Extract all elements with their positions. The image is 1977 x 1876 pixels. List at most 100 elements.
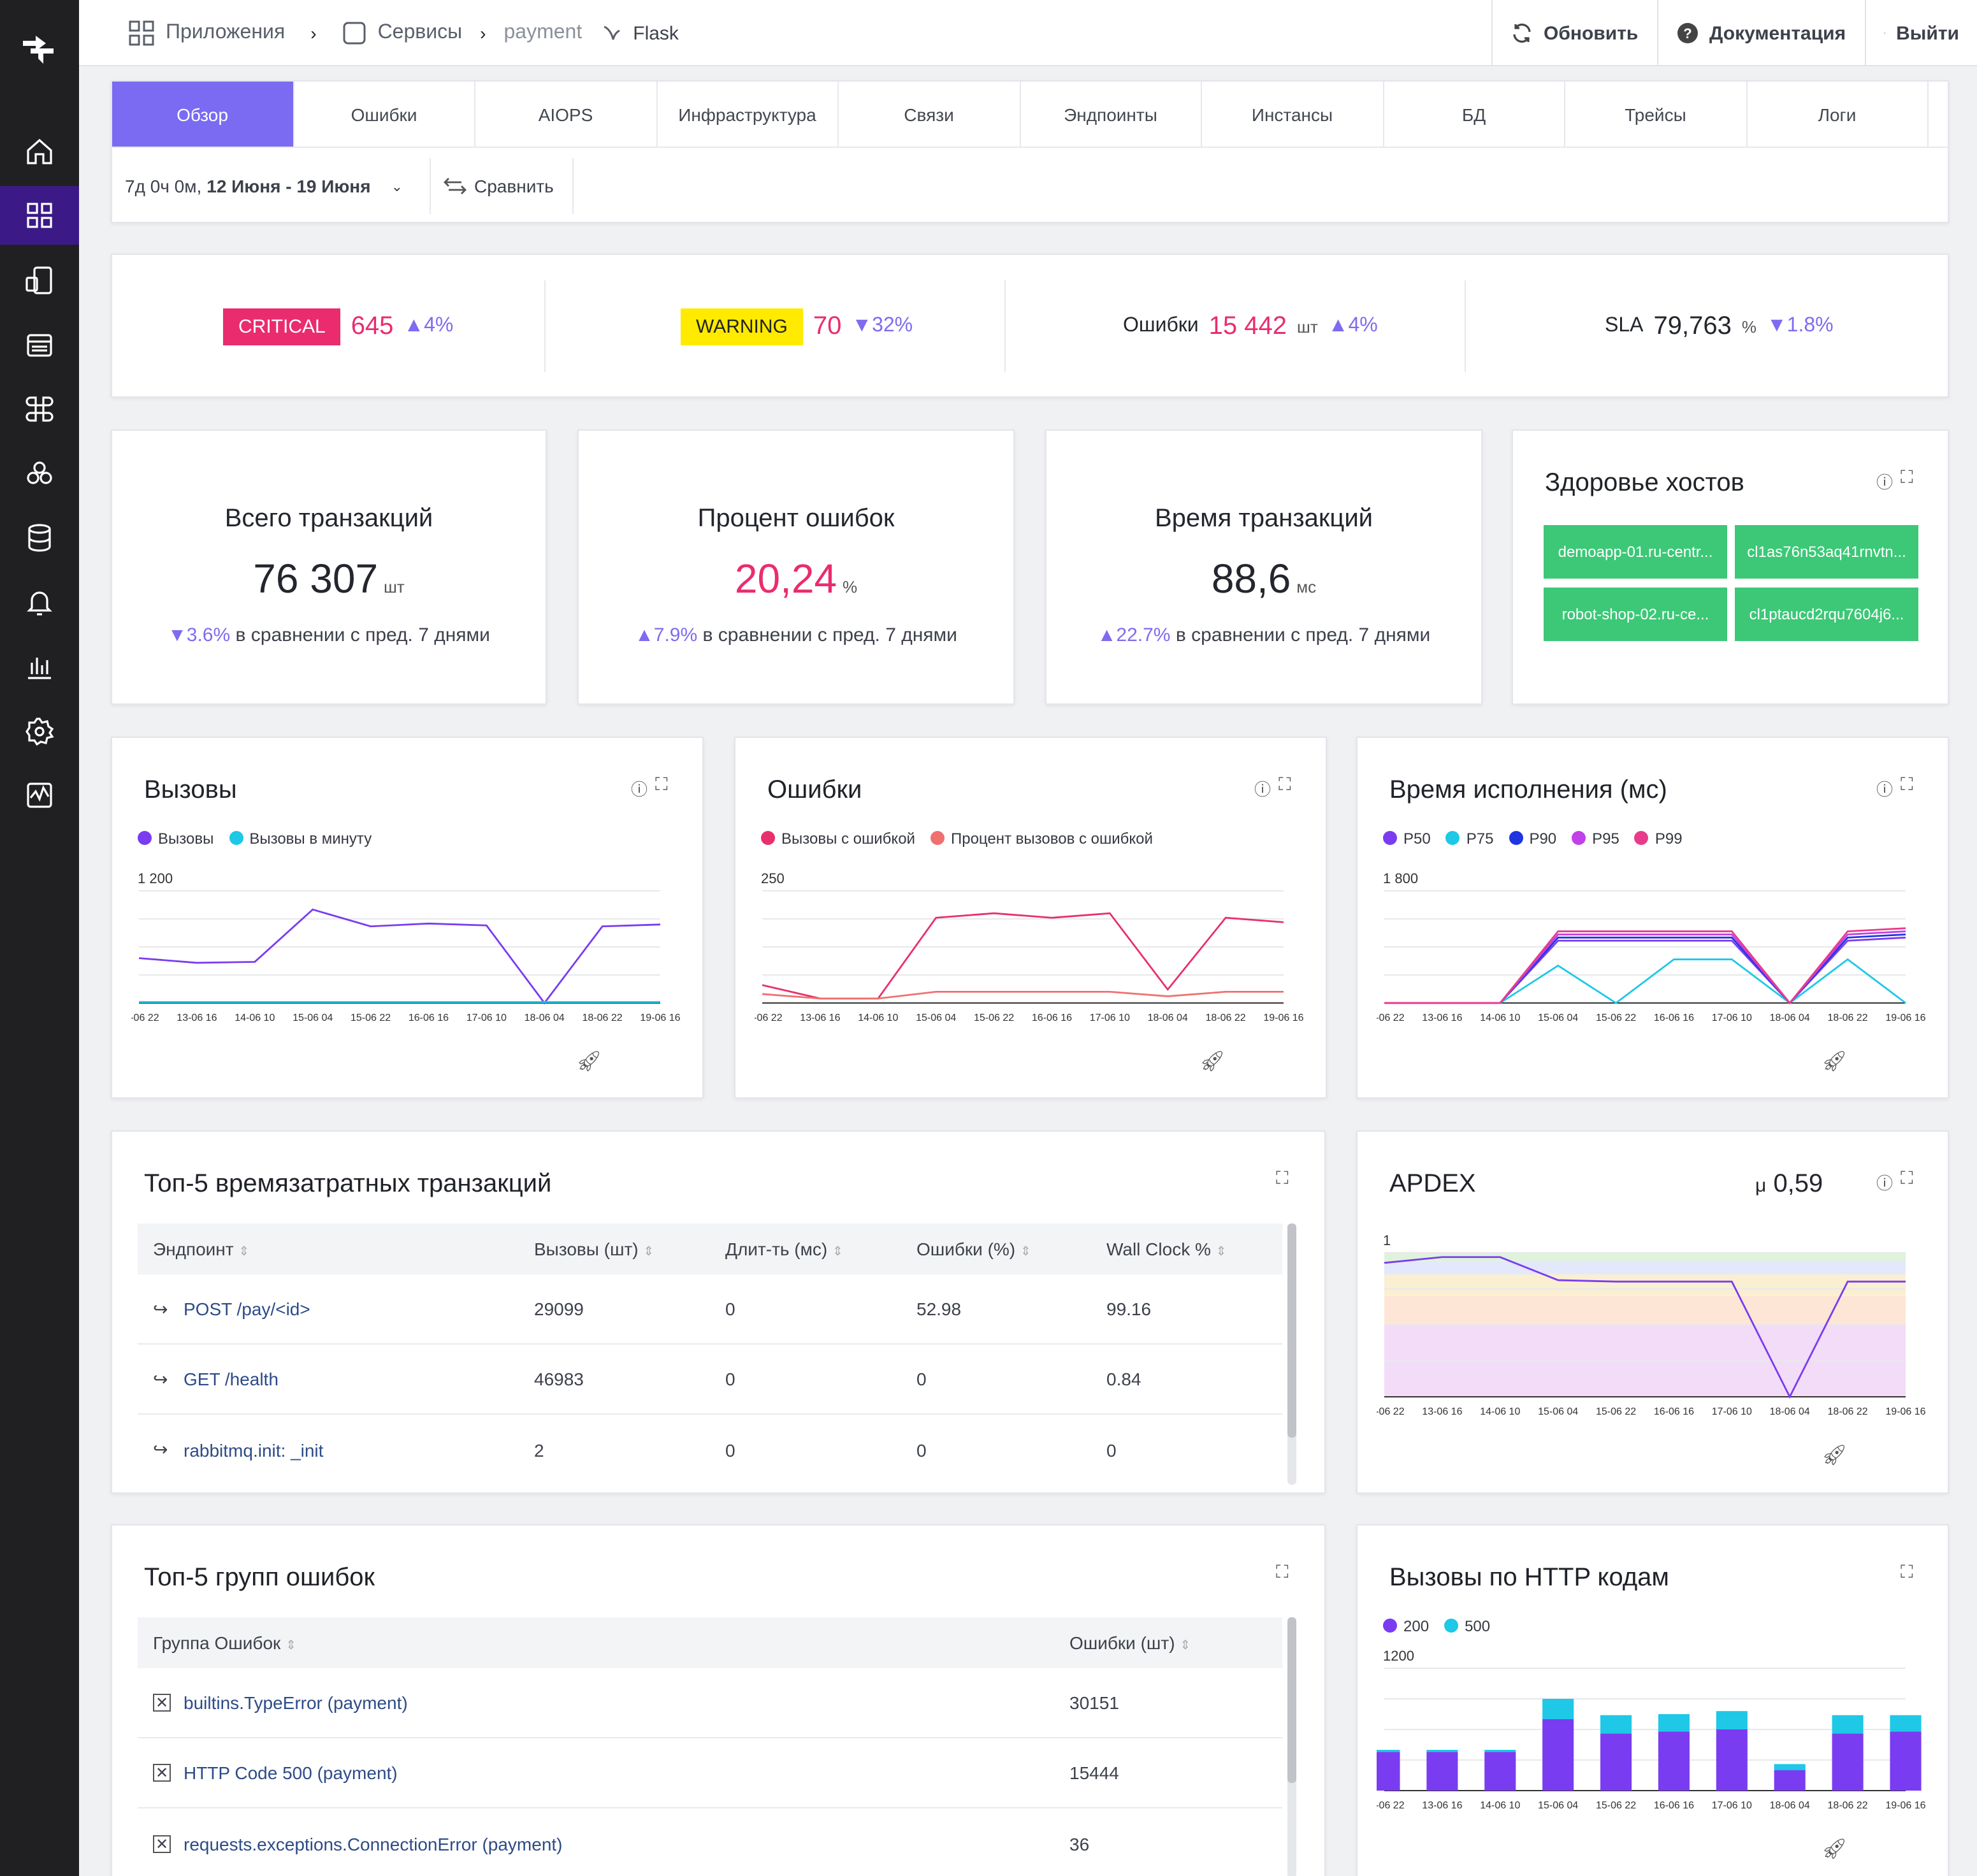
- docs-button[interactable]: ? Документация: [1657, 0, 1866, 66]
- legend-item[interactable]: 200: [1383, 1617, 1429, 1635]
- column-header[interactable]: Эндпоинт ⇕: [153, 1239, 250, 1259]
- sidebar-database-icon[interactable]: [0, 509, 79, 567]
- column-header[interactable]: Wall Clock % ⇕: [1106, 1239, 1227, 1259]
- warning-status[interactable]: WARNING 70 ▼32%: [681, 255, 913, 398]
- breadcrumb-services[interactable]: Сервисы: [377, 22, 463, 43]
- sidebar-stats-icon[interactable]: [0, 637, 79, 696]
- expand-icon[interactable]: ⛶: [1901, 1167, 1913, 1188]
- tab-9[interactable]: Логи: [1747, 82, 1929, 147]
- column-header[interactable]: Длит-ть (мс) ⇕: [725, 1239, 843, 1259]
- send-icon[interactable]: 🚀︎: [1199, 1051, 1226, 1073]
- sidebar: [0, 0, 79, 1876]
- series-line-P95: [1384, 930, 1906, 1005]
- legend-item[interactable]: 500: [1444, 1617, 1490, 1635]
- x-tick-label: 12-06 22: [755, 1013, 783, 1023]
- info-icon[interactable]: ⓘ: [1876, 1174, 1894, 1193]
- legend-item[interactable]: Вызовы: [138, 830, 214, 848]
- expand-icon[interactable]: ⛶: [1901, 466, 1913, 487]
- sidebar-modules-icon[interactable]: [0, 380, 79, 438]
- sidebar-cluster-icon[interactable]: [0, 445, 79, 503]
- sidebar-settings-icon[interactable]: [0, 702, 79, 761]
- host-tile[interactable]: cl1ptaucd2rqu7604j6...: [1735, 588, 1918, 641]
- send-icon[interactable]: 🚀︎: [576, 1051, 602, 1073]
- expand-icon[interactable]: ⛶: [1901, 1561, 1913, 1582]
- table-row[interactable]: ↪ rabbitmq.init: _init 2 0 0 0: [138, 1415, 1282, 1485]
- tab-0[interactable]: Обзор: [112, 82, 294, 147]
- table-row[interactable]: ✕ builtins.TypeError (payment) 30151: [138, 1668, 1282, 1738]
- bar-200: [1832, 1733, 1864, 1791]
- tab-8[interactable]: Трейсы: [1565, 82, 1747, 147]
- expand-icon[interactable]: ⛶: [1901, 774, 1913, 794]
- errors-status[interactable]: Ошибки 15 442 шт ▲4%: [1123, 255, 1378, 398]
- sidebar-logs-icon[interactable]: [0, 316, 79, 375]
- error-group-link[interactable]: HTTP Code 500 (payment): [184, 1763, 398, 1783]
- date-range-picker[interactable]: 7д 0ч 0м, 12 Июня - 19 Июня ⌄: [125, 158, 403, 214]
- logout-button[interactable]: Выйти: [1865, 0, 1977, 66]
- apdex-chart[interactable]: 1 12-06 22 13-06 16 14-06 10 15-06 04 15-06 2…: [1377, 1227, 1931, 1438]
- sidebar-devices-icon[interactable]: [0, 251, 79, 310]
- host-tile[interactable]: robot-shop-02.ru-ce...: [1544, 588, 1727, 641]
- time-compare: ▲22.7% в сравнении с пред. 7 днями: [1097, 624, 1431, 646]
- column-header[interactable]: Ошибки (шт) ⇕: [1069, 1633, 1191, 1653]
- tab-4[interactable]: Связи: [839, 82, 1020, 147]
- column-header[interactable]: Ошибки (%) ⇕: [916, 1239, 1031, 1259]
- refresh-button[interactable]: Обновить: [1491, 0, 1657, 66]
- scrollbar[interactable]: [1287, 1223, 1296, 1485]
- tab-3[interactable]: Инфраструктура: [657, 82, 839, 147]
- legend-item[interactable]: P99: [1634, 830, 1683, 848]
- http-codes-chart[interactable]: 1200 12-06 22 13-06 16 14-06 10 15-06 04 15-0…: [1377, 1643, 1931, 1831]
- send-icon[interactable]: 🚀︎: [1821, 1445, 1848, 1467]
- critical-status[interactable]: CRITICAL 645 ▲4%: [223, 255, 453, 398]
- table-row[interactable]: ✕ HTTP Code 500 (payment) 15444: [138, 1738, 1282, 1808]
- sidebar-apps-icon[interactable]: [0, 186, 79, 245]
- breadcrumb-service[interactable]: payment: [503, 22, 583, 43]
- info-icon[interactable]: ⓘ: [1254, 780, 1271, 799]
- table-row[interactable]: ✕ requests.exceptions.ConnectionError (p…: [138, 1808, 1282, 1876]
- tab-7[interactable]: БД: [1384, 82, 1565, 147]
- endpoint-link[interactable]: POST /pay/<id>: [184, 1299, 310, 1319]
- table-row[interactable]: ↪ POST /pay/<id> 29099 0 52.98 99.16: [138, 1274, 1282, 1345]
- error-group-link[interactable]: builtins.TypeError (payment): [184, 1692, 408, 1713]
- host-tile[interactable]: cl1as76n53aq41rnvtn...: [1735, 525, 1918, 579]
- compare-button[interactable]: Сравнить: [444, 158, 554, 214]
- expand-icon[interactable]: ⛶: [655, 774, 668, 794]
- column-header[interactable]: Группа Ошибок ⇕: [153, 1633, 296, 1653]
- info-icon[interactable]: ⓘ: [1876, 473, 1894, 492]
- info-icon[interactable]: ⓘ: [1876, 780, 1894, 799]
- legend-item[interactable]: Вызовы в минуту: [229, 830, 372, 848]
- table-row[interactable]: ↪ GET /health 46983 0 0 0.84: [138, 1345, 1282, 1415]
- expand-icon[interactable]: ⛶: [1276, 1561, 1289, 1582]
- legend-item[interactable]: Вызовы с ошибкой: [761, 830, 915, 848]
- sidebar-bell-icon[interactable]: [0, 574, 79, 632]
- latency-chart[interactable]: 1 800 12-06 22 13-06 16 14-06 10 15-06 04 15-…: [1377, 865, 1931, 1044]
- tab-1[interactable]: Ошибки: [294, 82, 475, 147]
- tab-2[interactable]: AIOPS: [475, 82, 657, 147]
- sidebar-monitor-icon[interactable]: [0, 766, 79, 825]
- endpoint-link[interactable]: rabbitmq.init: _init: [184, 1439, 324, 1460]
- legend-item[interactable]: P90: [1509, 830, 1556, 848]
- send-icon[interactable]: 🚀︎: [1821, 1051, 1848, 1073]
- errors-chart[interactable]: 250 12-06 22 13-06 16 14-06 10 15-06 04 15-06…: [755, 865, 1309, 1044]
- endpoint-link[interactable]: GET /health: [184, 1369, 279, 1389]
- sidebar-home-icon[interactable]: [0, 122, 79, 181]
- info-icon[interactable]: ⓘ: [631, 780, 648, 799]
- legend-item[interactable]: Процент вызовов с ошибкой: [930, 830, 1153, 848]
- calls-chart[interactable]: 1 200 12-06 22 13-06 16 14-06 10 15-06 04 15-…: [131, 865, 686, 1044]
- critical-count: 645: [351, 312, 394, 340]
- sla-status[interactable]: SLA 79,763 % ▼1.8%: [1605, 255, 1834, 398]
- column-header[interactable]: Вызовы (шт) ⇕: [534, 1239, 655, 1259]
- logo-icon[interactable]: [18, 28, 59, 66]
- error-group-link[interactable]: requests.exceptions.ConnectionError (pay…: [184, 1833, 563, 1854]
- expand-icon[interactable]: ⛶: [1276, 1167, 1289, 1188]
- expand-icon[interactable]: ⛶: [1278, 774, 1291, 794]
- legend-item[interactable]: P75: [1445, 830, 1493, 848]
- host-tile[interactable]: demoapp-01.ru-centr...: [1544, 525, 1727, 579]
- tab-6[interactable]: Инстансы: [1202, 82, 1384, 147]
- legend-item[interactable]: P50: [1383, 830, 1431, 848]
- breadcrumb-apps[interactable]: Приложения: [166, 22, 286, 43]
- legend-item[interactable]: P95: [1572, 830, 1619, 848]
- send-icon[interactable]: 🚀︎: [1821, 1839, 1848, 1861]
- scrollbar[interactable]: [1287, 1617, 1296, 1876]
- tab-5[interactable]: Эндпоинты: [1020, 82, 1202, 147]
- x-tick-label: 16-06 16: [1032, 1013, 1072, 1023]
